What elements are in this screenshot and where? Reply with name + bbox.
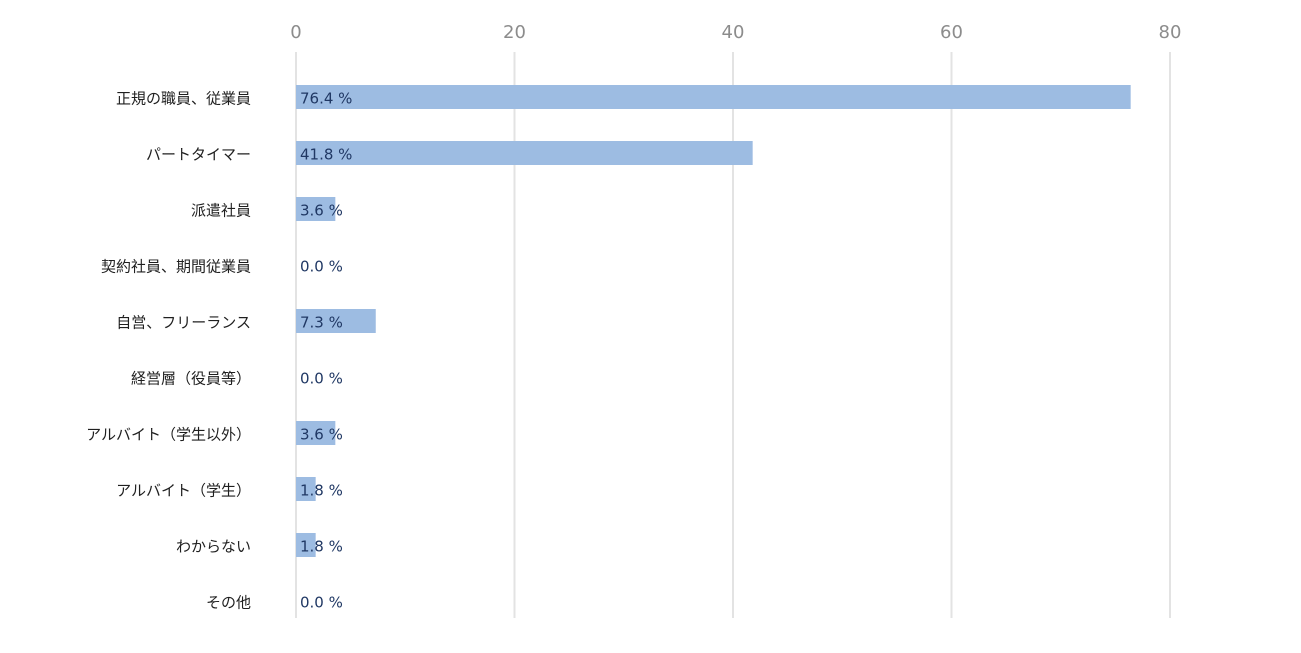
category-label-8: わからない <box>176 538 251 556</box>
category-label-5: 経営層（役員等） <box>131 370 251 388</box>
category-label-4: 自営、フリーランス <box>116 314 251 332</box>
category-label-0: 正規の職員、従業員 <box>116 90 251 108</box>
data-label-6: 3.6 % <box>300 426 343 444</box>
data-label-3: 0.0 % <box>300 258 343 276</box>
data-label-9: 0.0 % <box>300 594 343 612</box>
bars <box>296 85 1131 557</box>
data-label-2: 3.6 % <box>300 202 343 220</box>
data-label-0: 76.4 % <box>300 90 352 108</box>
data-label-5: 0.0 % <box>300 370 343 388</box>
x-tick-label-80: 80 <box>1159 22 1182 43</box>
data-label-7: 1.8 % <box>300 482 343 500</box>
data-label-1: 41.8 % <box>300 146 352 164</box>
bar-4 <box>296 309 376 333</box>
category-labels: 正規の職員、従業員パートタイマー派遣社員契約社員、期間従業員自営、フリーランス経… <box>86 90 251 612</box>
bar-0 <box>296 85 1131 109</box>
data-label-8: 1.8 % <box>300 538 343 556</box>
category-label-7: アルバイト（学生） <box>116 482 251 500</box>
category-label-9: その他 <box>206 594 251 612</box>
bar-1 <box>296 141 753 165</box>
data-label-4: 7.3 % <box>300 314 343 332</box>
bar-6 <box>296 421 336 445</box>
bar-7 <box>296 477 316 501</box>
data-labels: 76.4 % 41.8 % 3.6 % 0.0 % 7.3 % 0.0 % 3.6 % 1.8… <box>300 90 352 612</box>
bar-2 <box>296 197 336 221</box>
x-tick-label-20: 20 <box>503 22 526 43</box>
bar-8 <box>296 533 316 557</box>
category-label-6: アルバイト（学生以外） <box>86 426 251 444</box>
category-label-2: 派遣社員 <box>191 202 251 220</box>
x-tick-label-0: 0 <box>290 22 301 43</box>
x-axis-ticks: 0 20 40 60 80 <box>290 22 1181 43</box>
category-label-3: 契約社員、期間従業員 <box>101 258 251 276</box>
grid-lines <box>295 52 1171 618</box>
x-tick-label-40: 40 <box>722 22 745 43</box>
x-tick-label-60: 60 <box>940 22 963 43</box>
category-label-1: パートタイマー <box>146 146 251 164</box>
